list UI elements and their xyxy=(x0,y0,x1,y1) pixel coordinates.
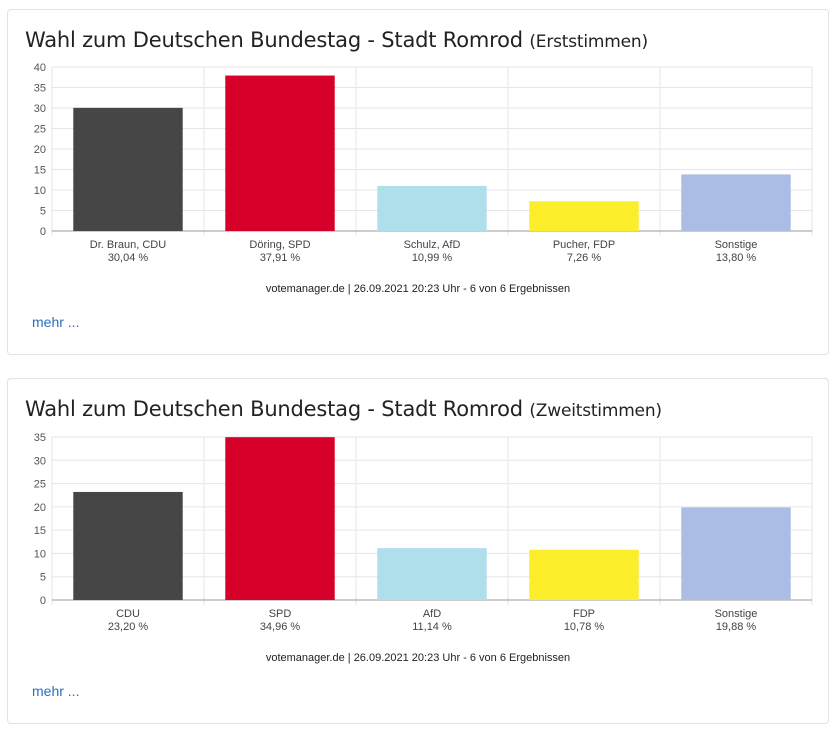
bar xyxy=(225,75,335,231)
x-tick-label: CDU xyxy=(116,608,140,620)
x-tick-label: Sonstige xyxy=(715,239,758,251)
bar xyxy=(73,107,183,231)
y-tick-label: 0 xyxy=(40,226,46,238)
data-label: 7,26 % xyxy=(567,252,601,264)
more-link[interactable]: mehr ... xyxy=(32,314,80,330)
y-tick-label: 10 xyxy=(34,185,46,197)
y-tick-label: 30 xyxy=(34,103,46,115)
bar xyxy=(225,437,335,600)
data-label: 30,04 % xyxy=(108,252,149,264)
chart-subtitle: (Zweitstimmen) xyxy=(529,401,662,421)
x-tick-label: Dr. Braun, CDU xyxy=(90,239,166,251)
y-tick-label: 35 xyxy=(34,83,46,95)
data-label: 13,80 % xyxy=(716,252,757,264)
x-tick-label: Schulz, AfD xyxy=(404,239,461,251)
chart-title: Wahl zum Deutschen Bundestag - Stadt Rom… xyxy=(25,397,662,421)
bar xyxy=(529,549,639,600)
bar xyxy=(377,185,487,231)
chart-subtitle: (Erststimmen) xyxy=(529,32,648,52)
bar xyxy=(377,548,487,600)
y-tick-label: 20 xyxy=(34,502,46,514)
data-label: 19,88 % xyxy=(716,621,757,633)
x-tick-label: AfD xyxy=(423,608,441,620)
data-label: 10,78 % xyxy=(564,621,605,633)
data-label: 37,91 % xyxy=(260,252,301,264)
data-label: 11,14 % xyxy=(412,621,452,633)
y-tick-label: 15 xyxy=(34,525,46,537)
y-tick-label: 10 xyxy=(34,548,46,560)
x-tick-label: FDP xyxy=(573,608,595,620)
x-tick-label: SPD xyxy=(269,608,292,620)
y-tick-label: 20 xyxy=(34,144,46,156)
y-tick-label: 5 xyxy=(40,572,46,584)
data-label: 10,99 % xyxy=(412,252,453,264)
chart-title: Wahl zum Deutschen Bundestag - Stadt Rom… xyxy=(25,28,648,52)
bar xyxy=(681,507,791,600)
y-tick-label: 15 xyxy=(34,165,46,177)
y-tick-label: 30 xyxy=(34,455,46,467)
data-label: 34,96 % xyxy=(260,621,301,633)
x-tick-label: Pucher, FDP xyxy=(553,239,615,251)
y-tick-label: 5 xyxy=(40,206,46,218)
x-tick-label: Döring, SPD xyxy=(249,239,310,251)
bar xyxy=(73,491,183,600)
y-tick-label: 0 xyxy=(40,595,46,607)
y-tick-label: 25 xyxy=(34,479,46,491)
chart-card-erststimmen: Wahl zum Deutschen Bundestag - Stadt Rom… xyxy=(7,9,829,355)
y-tick-label: 40 xyxy=(34,62,46,74)
more-link[interactable]: mehr ... xyxy=(32,683,80,699)
bar xyxy=(681,174,791,231)
bar xyxy=(529,201,639,231)
y-tick-label: 35 xyxy=(34,432,46,444)
chart-card-zweitstimmen: Wahl zum Deutschen Bundestag - Stadt Rom… xyxy=(7,378,829,724)
y-tick-label: 25 xyxy=(34,124,46,136)
data-label: 23,20 % xyxy=(108,621,149,633)
chart-footer: votemanager.de | 26.09.2021 20:23 Uhr - … xyxy=(265,283,571,295)
x-tick-label: Sonstige xyxy=(715,608,758,620)
chart-footer: votemanager.de | 26.09.2021 20:23 Uhr - … xyxy=(265,652,571,664)
